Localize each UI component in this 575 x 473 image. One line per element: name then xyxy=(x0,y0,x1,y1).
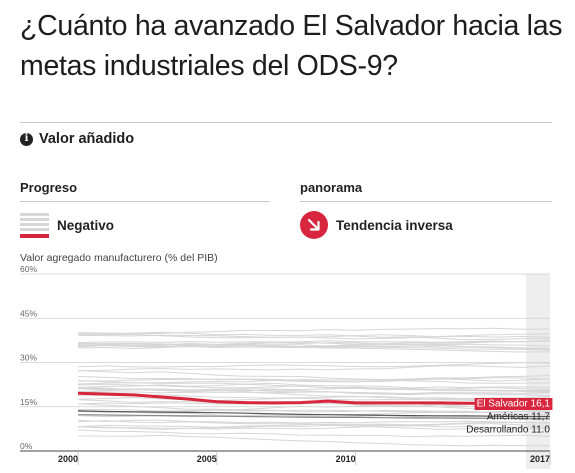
page-title: ¿Cuánto ha avanzado El Salvador hacia la… xyxy=(20,6,563,86)
manufacturing-value-added-chart: 0% 15% 30% 45% 60% 2000 2005 2010 2017 El Salvad… xyxy=(20,265,553,469)
y-tick-label: 30% xyxy=(20,353,37,363)
background-country-line xyxy=(77,380,551,389)
y-axis-title: Valor agregado manufacturero (% del PIB) xyxy=(20,252,218,264)
background-country-line xyxy=(77,377,551,383)
progress-status-label: Negativo xyxy=(57,218,115,233)
background-country-line xyxy=(77,333,551,339)
x-tick-label: 2000 xyxy=(58,454,78,464)
background-country-line xyxy=(77,362,551,368)
progress-status: Negativo xyxy=(20,213,114,238)
series-end-label: Desarrollando 11.0 xyxy=(466,425,550,436)
top-divider xyxy=(20,122,552,123)
outlook-status-label: Tendencia inversa xyxy=(336,217,453,233)
background-country-line xyxy=(77,399,551,409)
background-country-line xyxy=(77,339,551,347)
background-country-line xyxy=(77,403,551,414)
background-country-line xyxy=(77,370,551,384)
background-country-line xyxy=(77,345,551,353)
series-end-label-bg xyxy=(474,398,553,411)
outlook-status: Tendencia inversa xyxy=(300,211,453,239)
background-country-line xyxy=(77,340,551,344)
background-country-line xyxy=(77,343,551,348)
y-tick-label: 0% xyxy=(20,441,33,451)
background-country-line xyxy=(77,344,551,349)
background-country-line xyxy=(78,331,551,341)
background-country-line xyxy=(77,434,551,447)
negative-progress-swatch-icon xyxy=(20,213,49,238)
background-country-line xyxy=(77,429,551,438)
y-tick-label: 60% xyxy=(20,265,37,274)
y-tick-label: 45% xyxy=(20,308,37,318)
background-country-line xyxy=(77,375,551,385)
section-header: i Valor añadido xyxy=(20,130,134,148)
background-country-line xyxy=(77,383,551,393)
highlight-year-band xyxy=(526,274,550,469)
series-line-2 xyxy=(77,410,550,418)
x-tick-label: 2017 xyxy=(530,454,550,464)
outlook-header: panorama xyxy=(300,180,363,195)
background-country-line xyxy=(77,388,551,395)
section-label: Valor añadido xyxy=(39,131,135,147)
progress-divider xyxy=(20,201,270,202)
title-line-1: ¿Cuánto ha avanzado El Salvador hacia la… xyxy=(20,10,563,42)
title-line-2: metas industriales del ODS-9? xyxy=(20,50,398,82)
down-right-arrow-icon xyxy=(300,211,328,239)
background-country-line xyxy=(77,394,551,400)
outlook-divider xyxy=(300,201,552,202)
y-tick-label: 15% xyxy=(20,397,37,407)
background-country-line xyxy=(77,365,551,372)
background-country-line xyxy=(77,419,551,424)
background-country-line xyxy=(77,423,551,430)
x-tick-label: 2005 xyxy=(197,454,217,464)
x-tick-label: 2010 xyxy=(336,454,356,464)
background-country-line xyxy=(77,424,551,430)
info-icon[interactable]: i xyxy=(20,132,33,146)
series-line-3 xyxy=(77,414,550,420)
background-country-line xyxy=(77,421,551,428)
series-line-1 xyxy=(77,391,550,405)
background-country-line xyxy=(77,396,551,402)
series-end-label: El Salvador 16,1 xyxy=(477,399,551,410)
background-country-line xyxy=(77,410,551,420)
series-end-label: Américas 11,7 xyxy=(487,412,551,423)
background-country-line xyxy=(77,375,551,383)
progress-header: Progreso xyxy=(20,180,78,195)
background-country-line xyxy=(77,327,551,335)
